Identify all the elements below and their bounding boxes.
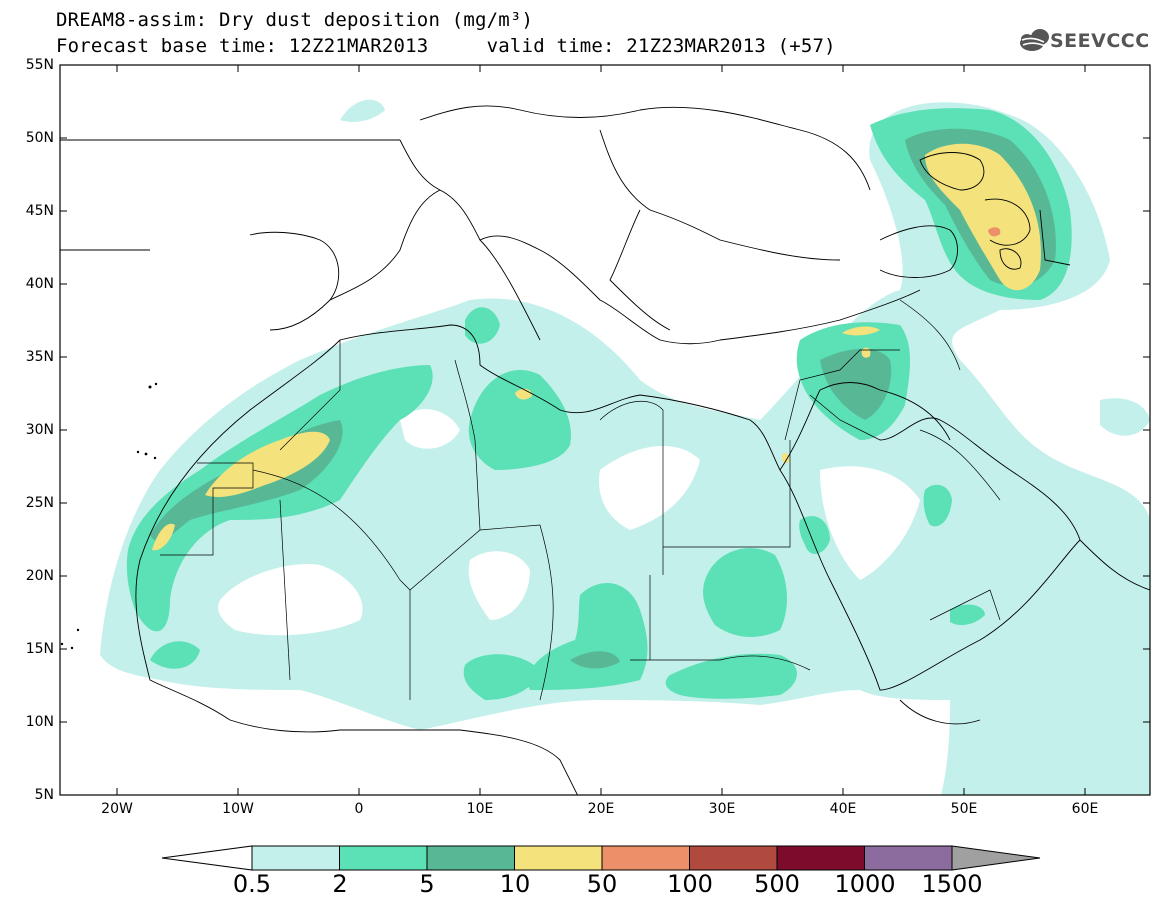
- colorbar-label: 100: [667, 870, 713, 898]
- cloud-icon: [1020, 29, 1049, 51]
- lat-label: 35N: [25, 349, 54, 365]
- lat-label: 20N: [25, 568, 54, 584]
- colorbar-swatch: [689, 845, 778, 871]
- lon-label: 10W: [222, 801, 254, 817]
- colorbar-label: 5: [419, 870, 435, 898]
- axis-ticks: [60, 65, 1150, 795]
- colorbar-label: 500: [754, 870, 800, 898]
- lon-label: 40E: [829, 801, 857, 817]
- lat-label: 30N: [25, 422, 54, 438]
- dust-contours: [60, 99, 1150, 795]
- lat-label: 45N: [25, 203, 54, 219]
- lon-label: 20W: [101, 801, 133, 817]
- map-title: DREAM8-assim: Dry dust deposition (mg/m³…: [56, 9, 534, 31]
- logo-text: SEEVCCC: [1050, 30, 1150, 52]
- borders: [160, 299, 1001, 701]
- colorbar-swatch: [864, 845, 953, 871]
- islands: [60, 382, 158, 650]
- colorbar-label: 0.5: [232, 870, 272, 898]
- lon-label: 10E: [466, 801, 494, 817]
- coastlines: [60, 105, 1150, 795]
- lat-label: 50N: [25, 130, 54, 146]
- lon-label: 0: [354, 801, 364, 817]
- lon-label: 60E: [1071, 801, 1099, 817]
- colorbar-swatch: [251, 845, 340, 871]
- lat-label: 40N: [25, 276, 54, 292]
- lon-label: 20E: [587, 801, 615, 817]
- lat-label: 5N: [34, 787, 54, 803]
- colorbar-label: 1500: [921, 870, 983, 898]
- colorbar-over-arrow: [951, 845, 1041, 871]
- lat-label: 55N: [25, 57, 54, 73]
- lat-label: 10N: [25, 714, 54, 730]
- colorbar-label: 2: [332, 870, 348, 898]
- forecast-time-line: Forecast base time: 12Z21MAR2013 valid t…: [56, 35, 836, 57]
- lat-label: 15N: [25, 641, 54, 657]
- colorbar-swatch: [339, 845, 428, 871]
- colorbar-label: 10: [499, 870, 531, 898]
- colorbar-swatch: [601, 845, 690, 871]
- lon-label: 30E: [708, 801, 736, 817]
- lat-label: 25N: [25, 495, 54, 511]
- colorbar: [161, 845, 1041, 871]
- lon-label: 50E: [950, 801, 978, 817]
- colorbar-swatch: [514, 845, 603, 871]
- colorbar-label: 1000: [834, 870, 896, 898]
- colorbar-label: 50: [586, 870, 618, 898]
- colorbar-under-arrow: [161, 845, 253, 871]
- colorbar-swatch: [776, 845, 865, 871]
- colorbar-swatch: [426, 845, 515, 871]
